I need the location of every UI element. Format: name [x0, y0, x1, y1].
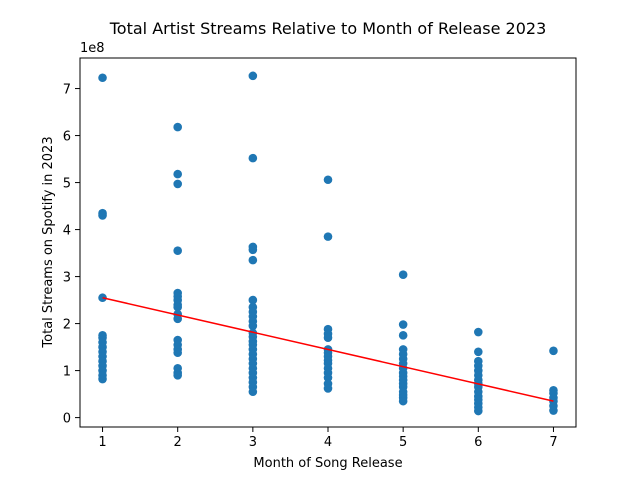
chart-title: Total Artist Streams Relative to Month o…: [109, 19, 547, 38]
x-tick-label: 5: [399, 435, 407, 450]
data-point: [248, 255, 258, 265]
data-point: [248, 387, 258, 397]
data-point: [173, 246, 182, 256]
data-point: [173, 122, 182, 132]
data-point: [323, 333, 333, 342]
data-point: [398, 331, 408, 340]
data-point: [173, 348, 182, 358]
y-tick-label: 1: [63, 365, 71, 380]
trend-line: [102, 297, 554, 402]
x-tick-label: 4: [324, 435, 332, 450]
y-tick-label: 2: [63, 318, 71, 333]
y-axis-label: Total Streams on Spotify in 2023: [41, 136, 56, 348]
data-point: [173, 169, 182, 179]
data-point: [323, 232, 333, 241]
data-point: [474, 327, 483, 337]
data-point: [173, 302, 182, 312]
data-point: [98, 73, 107, 83]
data-point: [173, 314, 182, 324]
data-point: [248, 295, 258, 305]
plot-area: 1 2 3 4 5 6 7 0 1 2 3 4 5 6 7: [63, 57, 577, 450]
y-axis-multiplier-label: 1e8: [80, 41, 105, 56]
data-point: [549, 346, 558, 356]
y-tick-label: 5: [63, 177, 71, 192]
data-point: [248, 153, 258, 163]
x-axis-label: Month of Song Release: [253, 456, 402, 471]
y-tick-label: 0: [63, 412, 71, 427]
data-point: [398, 270, 408, 279]
y-tick-label: 7: [63, 83, 71, 98]
data-point: [323, 175, 333, 185]
y-tick-label: 6: [63, 130, 71, 145]
x-tick-label: 2: [174, 435, 182, 450]
x-tick-label: 6: [474, 435, 482, 450]
data-point: [248, 321, 258, 331]
x-tick-label: 3: [249, 435, 257, 450]
y-tick-label: 3: [63, 271, 71, 286]
data-point: [398, 396, 408, 406]
data-point: [398, 320, 408, 329]
data-point: [173, 370, 182, 380]
y-tick-label: 4: [63, 224, 71, 239]
x-tick-label: 7: [549, 435, 557, 450]
data-point: [248, 245, 258, 255]
data-point: [173, 179, 182, 189]
x-tick-label: 1: [98, 435, 106, 450]
data-point: [248, 71, 258, 81]
data-point: [549, 406, 558, 415]
data-point: [98, 374, 107, 384]
data-point: [323, 384, 333, 393]
data-point: [98, 211, 107, 220]
data-point: [323, 373, 333, 382]
data-point: [474, 347, 483, 357]
data-point: [474, 406, 483, 416]
